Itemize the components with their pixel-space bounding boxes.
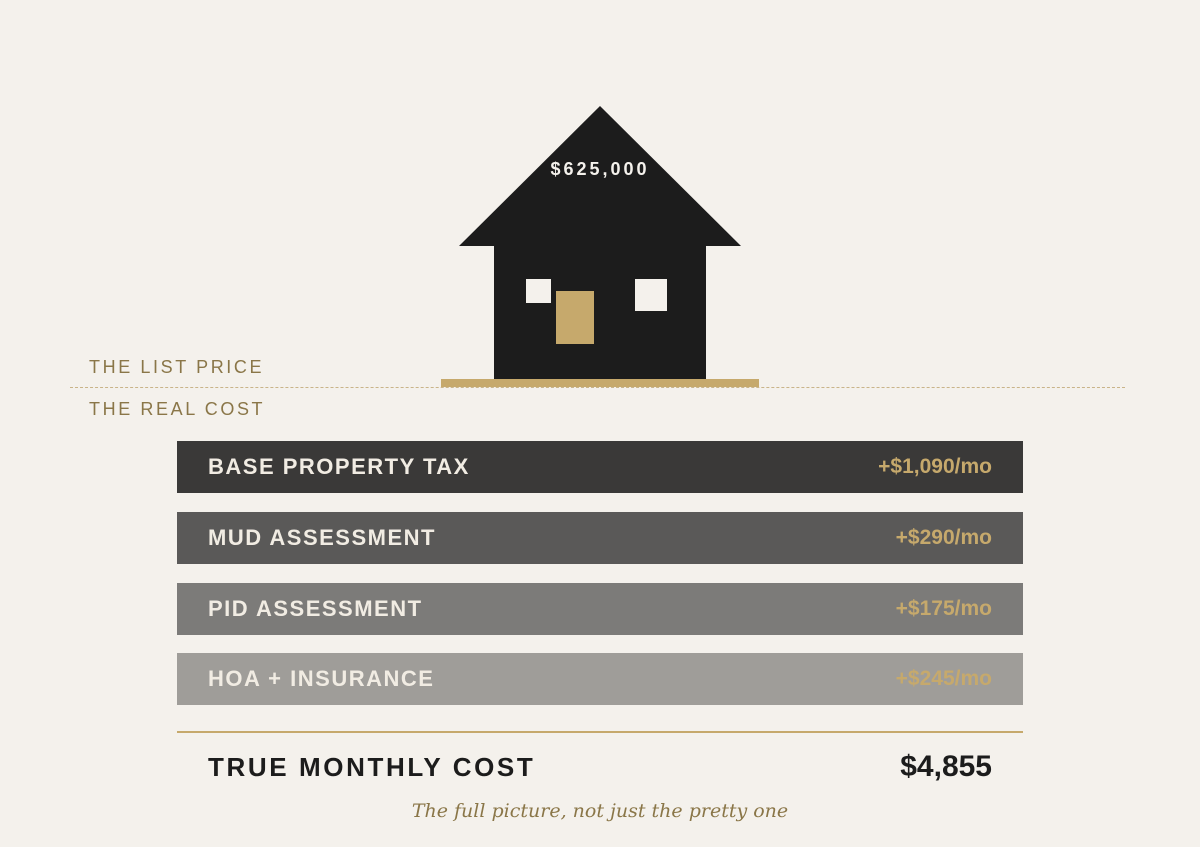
house-body [494, 240, 706, 379]
cost-item-label: PID ASSESSMENT [208, 596, 423, 621]
real-cost-label: THE REAL COST [89, 399, 266, 419]
dashed-divider [70, 387, 1125, 388]
cost-item-amount: +$290/mo [895, 526, 992, 549]
cost-item-label: MUD ASSESSMENT [208, 525, 436, 550]
house-window-left [526, 279, 551, 303]
house-foundation [441, 379, 759, 387]
house-roof [459, 106, 741, 246]
cost-item-amount: +$175/mo [895, 597, 992, 620]
cost-item-mud-assessment: MUD ASSESSMENT +$290/mo [177, 512, 1023, 564]
total-label: TRUE MONTHLY COST [208, 751, 536, 782]
cost-item-hoa-insurance: HOA + INSURANCE +$245/mo [177, 653, 1023, 705]
house-door [556, 291, 594, 344]
cost-item-pid-assessment: PID ASSESSMENT +$175/mo [177, 583, 1023, 635]
total-value: $4,855 [900, 750, 992, 783]
cost-item-label: HOA + INSURANCE [208, 666, 435, 691]
house-window-right [635, 279, 667, 311]
list-price-value: $625,000 [550, 159, 650, 179]
cost-item-amount: +$245/mo [895, 667, 992, 690]
total-row: TRUE MONTHLY COST $4,855 [177, 744, 1023, 790]
caption: The full picture, not just the pretty on… [411, 800, 789, 822]
cost-item-amount: +$1,090/mo [878, 455, 992, 478]
cost-item-label: BASE PROPERTY TAX [208, 454, 470, 479]
cost-item-base-property-tax: BASE PROPERTY TAX +$1,090/mo [177, 441, 1023, 493]
total-rule [177, 731, 1023, 733]
list-price-label: THE LIST PRICE [89, 357, 265, 377]
